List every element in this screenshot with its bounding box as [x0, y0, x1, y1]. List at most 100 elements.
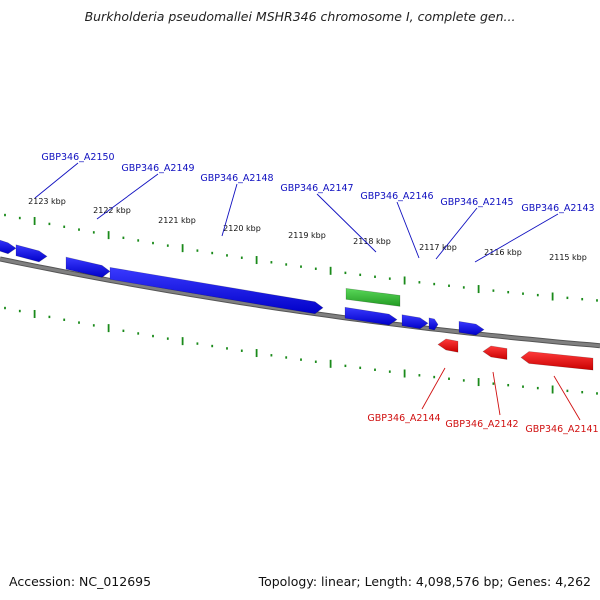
upper-ruler-minor-tick [359, 273, 362, 277]
ruler-label-kbp: 2119 kbp [288, 231, 326, 240]
lower-ruler-minor-tick [300, 358, 302, 361]
lower-ruler-minor-tick [462, 379, 465, 382]
upper-ruler-major-tick [551, 292, 554, 301]
lower-ruler-minor-tick [492, 382, 495, 385]
upper-ruler-minor-tick [300, 265, 302, 268]
upper-ruler-minor-tick [137, 239, 140, 242]
upper-ruler-minor-tick [18, 216, 21, 220]
upper-ruler-minor-tick [566, 296, 569, 300]
ruler-label-kbp: 2118 kbp [353, 237, 391, 246]
upper-ruler-minor-tick [122, 236, 125, 240]
upper-ruler-minor-tick [48, 222, 51, 226]
forward-gene-label: GBP346_A2147 [280, 183, 353, 194]
ruler-label-kbp: 2121 kbp [158, 216, 196, 225]
upper-ruler-major-tick [33, 216, 36, 225]
lower-ruler-minor-tick [522, 385, 524, 388]
upper-ruler-minor-tick [314, 267, 317, 270]
upper-ruler-minor-tick [418, 281, 421, 284]
lower-ruler-minor-tick [270, 354, 273, 357]
ruler-label-kbp: 2122 kbp [93, 206, 131, 215]
ruler-label-kbp: 2120 kbp [223, 224, 261, 233]
upper-ruler-minor-tick [596, 299, 598, 302]
upper-ruler-major-tick [107, 231, 110, 240]
reverse-gene-arrow [482, 345, 508, 360]
upper-ruler-minor-tick [285, 263, 288, 266]
forward-label-leader-line [34, 162, 79, 199]
forward-label-leader-line [316, 193, 377, 253]
forward-label-leader-line [221, 183, 238, 237]
upper-ruler-minor-tick [507, 290, 510, 294]
lower-ruler-minor-tick [4, 306, 6, 310]
forward-gene-arrow [344, 306, 398, 326]
reverse-gene-arrow [520, 351, 594, 371]
ruler-label-kbp: 2116 kbp [484, 248, 522, 257]
upper-ruler-minor-tick [270, 261, 273, 264]
lower-ruler-minor-tick [285, 356, 288, 359]
upper-ruler-major-tick [255, 256, 258, 265]
lower-ruler-minor-tick [240, 349, 243, 352]
lower-ruler-minor-tick [433, 375, 436, 379]
lower-ruler-major-tick [477, 378, 480, 387]
upper-ruler-minor-tick [388, 277, 391, 280]
forward-gene-arrow [15, 244, 48, 263]
upper-ruler-minor-tick [536, 293, 539, 297]
lower-ruler-major-tick [551, 385, 554, 394]
lower-ruler-major-tick [329, 359, 332, 368]
forward-label-leader-line [96, 173, 159, 220]
lower-ruler-minor-tick [581, 390, 584, 394]
lower-ruler-minor-tick [344, 364, 347, 368]
lower-ruler-minor-tick [78, 321, 80, 324]
reverse-gene-label: GBP346_A2142 [445, 419, 518, 430]
lower-ruler-minor-tick [166, 337, 169, 340]
upper-ruler-minor-tick [344, 271, 347, 275]
lower-ruler-minor-tick [448, 377, 450, 380]
forward-gene-arrow [428, 317, 439, 331]
forward-gene-arrow [109, 267, 324, 315]
forward-label-leader-line [474, 213, 559, 263]
upper-ruler-minor-tick [92, 231, 95, 234]
upper-ruler-minor-tick [63, 225, 66, 228]
lower-ruler-minor-tick [596, 392, 598, 395]
lower-ruler-minor-tick [388, 370, 391, 373]
lower-ruler-minor-tick [137, 332, 140, 335]
lower-ruler-major-tick [33, 309, 36, 318]
upper-ruler-minor-tick [374, 275, 376, 278]
ruler-label-kbp: 2115 kbp [549, 253, 587, 262]
upper-ruler-minor-tick [152, 241, 154, 245]
forward-gene-arrow [65, 256, 111, 278]
reverse-gene-label: GBP346_A2144 [367, 413, 440, 424]
upper-ruler-major-tick [181, 244, 184, 253]
lower-ruler-minor-tick [566, 389, 569, 393]
lower-ruler-minor-tick [359, 366, 362, 370]
reverse-gene-arrow [437, 338, 459, 353]
lower-ruler-minor-tick [536, 386, 539, 390]
lower-ruler-minor-tick [152, 334, 154, 338]
forward-gene-label: GBP346_A2150 [41, 152, 114, 163]
lower-ruler-major-tick [107, 324, 110, 333]
forward-gene-label: GBP346_A2146 [360, 191, 433, 202]
backbone-line [0, 257, 600, 348]
forward-gene-label: GBP346_A2145 [440, 197, 513, 208]
forward-label-leader-line [396, 201, 420, 259]
lower-ruler-major-tick [403, 369, 406, 378]
forward-label-leader-line [435, 207, 478, 260]
upper-ruler-minor-tick [492, 289, 495, 292]
reverse-label-leader-line [492, 371, 501, 416]
upper-ruler-minor-tick [522, 292, 524, 295]
forward-gene-label: GBP346_A2148 [200, 173, 273, 184]
reverse-gene-label: GBP346_A2141 [525, 424, 598, 435]
upper-ruler-major-tick [477, 285, 480, 294]
lower-ruler-minor-tick [92, 324, 95, 327]
forward-gene-arrow [458, 321, 485, 336]
reverse-label-leader-line [421, 367, 446, 410]
lower-ruler-minor-tick [211, 344, 214, 348]
lower-ruler-minor-tick [418, 374, 421, 377]
rna-gene-box [345, 288, 401, 307]
map-title: Burkholderia pseudomallei MSHR346 chromo… [84, 9, 516, 24]
upper-ruler-minor-tick [448, 284, 450, 287]
lower-ruler-minor-tick [226, 347, 228, 350]
lower-ruler-minor-tick [196, 342, 199, 345]
upper-ruler-major-tick [403, 276, 406, 285]
upper-ruler-major-tick [329, 266, 332, 275]
